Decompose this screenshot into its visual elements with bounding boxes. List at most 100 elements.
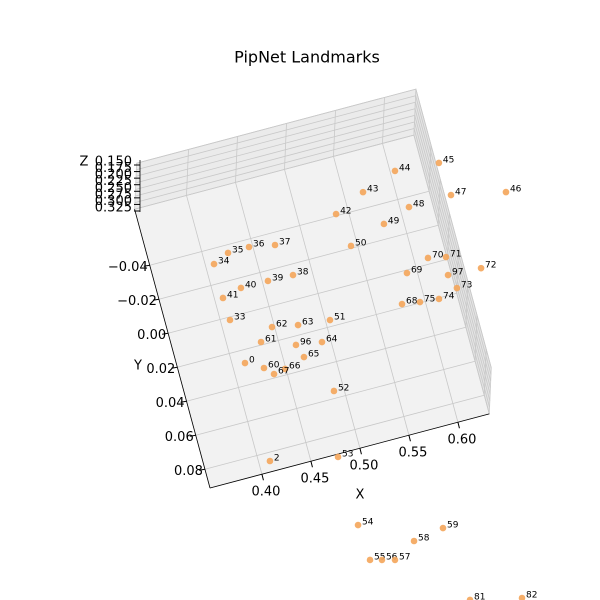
y-grid-line xyxy=(158,224,439,300)
y-tick-label: −0.02 xyxy=(117,294,157,309)
point-label: 2 xyxy=(274,453,280,463)
z-grid-line xyxy=(136,88,492,369)
x-tick-label: 0.50 xyxy=(349,459,378,474)
point-label: 56 xyxy=(386,552,398,562)
x-tick-label: 0.55 xyxy=(398,446,427,461)
point-label: 51 xyxy=(334,313,345,323)
point xyxy=(435,159,443,167)
z-grid-line xyxy=(135,114,491,395)
y-grid-line xyxy=(204,394,485,470)
point xyxy=(330,387,338,395)
z-tick-label: 0.200 xyxy=(95,168,132,183)
point xyxy=(268,323,276,331)
z-tick-label: 0.250 xyxy=(95,181,132,196)
x-axis-line xyxy=(209,413,490,489)
y-wall-grid-line xyxy=(447,213,450,260)
y-wall-grid-line xyxy=(465,281,469,328)
y-grid-line xyxy=(149,190,430,266)
point xyxy=(219,294,227,302)
point xyxy=(332,210,340,218)
point-label: 60 xyxy=(268,361,280,371)
y-wall-grid-line xyxy=(483,349,487,396)
point xyxy=(378,556,386,564)
x-tick-label: 0.45 xyxy=(300,472,329,487)
point-label: 67 xyxy=(278,367,289,377)
point-label: 40 xyxy=(245,280,257,290)
z-grid-line xyxy=(135,101,492,382)
point-label: 73 xyxy=(461,281,472,291)
point xyxy=(237,284,245,292)
point-label: 61 xyxy=(265,334,276,344)
point xyxy=(266,457,274,465)
x-wall-grid-line xyxy=(186,149,189,196)
y-grid-line xyxy=(177,292,457,368)
y-tick xyxy=(198,468,206,471)
x-wall-grid-line xyxy=(333,110,336,157)
point-label: 71 xyxy=(450,250,461,260)
point-label: 48 xyxy=(413,200,425,210)
x-grid-line xyxy=(235,182,312,462)
point xyxy=(354,521,362,529)
point-label: 69 xyxy=(411,266,423,276)
x-tick xyxy=(457,422,460,429)
x-wall-grid-line xyxy=(235,136,238,183)
point xyxy=(226,316,234,324)
point-label: 64 xyxy=(326,335,338,345)
point-label: 59 xyxy=(447,521,459,531)
point xyxy=(257,338,265,346)
point-label: 65 xyxy=(308,350,319,360)
point-label: 72 xyxy=(485,261,496,271)
y-tick xyxy=(180,400,187,403)
z-tick-label: 0.175 xyxy=(95,161,132,176)
x-wall-grid-line xyxy=(284,123,287,170)
chart-title: PipNet Landmarks xyxy=(234,48,380,67)
point xyxy=(453,284,461,292)
point xyxy=(289,271,297,279)
point xyxy=(359,188,367,196)
z-grid-line xyxy=(134,134,490,415)
y-wall-grid-line xyxy=(474,315,478,362)
point xyxy=(518,594,526,600)
point xyxy=(391,167,399,175)
point xyxy=(224,249,232,257)
point xyxy=(444,271,452,279)
y-tick xyxy=(171,366,178,369)
y-tick-label: 0.02 xyxy=(146,362,175,377)
point xyxy=(403,269,411,277)
y-tick-label: 0.08 xyxy=(174,464,203,479)
point-label: 43 xyxy=(367,185,378,195)
point xyxy=(210,260,218,268)
y-tick xyxy=(162,332,169,335)
point-label: 44 xyxy=(399,163,411,173)
point xyxy=(405,203,413,211)
z-grid-line xyxy=(135,108,491,388)
point-label: 97 xyxy=(452,268,463,278)
point-label: 46 xyxy=(510,185,522,195)
point-label: 35 xyxy=(232,245,243,255)
point xyxy=(366,556,374,564)
z-axis-label: Z xyxy=(80,155,89,170)
point-label: 58 xyxy=(418,534,430,544)
x-grid-line xyxy=(284,169,361,449)
x-axis-label: X xyxy=(356,488,365,503)
point-label: 50 xyxy=(355,238,367,248)
point xyxy=(424,254,432,262)
point xyxy=(391,556,399,564)
point-label: 38 xyxy=(297,268,309,278)
point xyxy=(439,524,447,532)
x-grid-line xyxy=(333,156,410,436)
y-grid-line xyxy=(168,258,448,334)
point xyxy=(326,316,334,324)
point-label: 53 xyxy=(342,449,353,459)
point xyxy=(410,537,418,545)
y-tick-label: 0.00 xyxy=(137,328,166,343)
x-tick-label: 0.40 xyxy=(251,485,280,500)
point xyxy=(447,191,455,199)
y-tick xyxy=(152,298,160,301)
z-tick-label: 0.225 xyxy=(95,174,132,189)
z-grid-line xyxy=(134,121,491,401)
point-label: 70 xyxy=(432,250,444,260)
point xyxy=(398,300,406,308)
